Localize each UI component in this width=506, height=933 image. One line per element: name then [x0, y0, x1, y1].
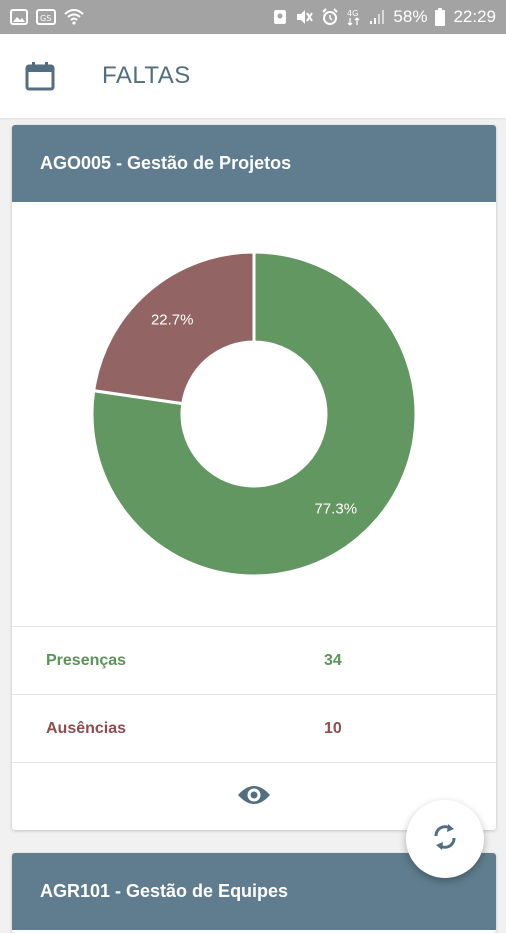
alarm-icon [321, 8, 339, 26]
slice-label: 22.7% [151, 311, 194, 328]
sync-icon [431, 822, 459, 857]
card-title: AGO005 - Gestão de Projetos [12, 125, 496, 202]
attendance-chart: 77.3% 22.7% [12, 202, 496, 626]
slice-label: 77.3% [315, 501, 358, 518]
donut-chart: 77.3% 22.7% [90, 250, 418, 578]
absences-value: 10 [324, 719, 342, 737]
calendar-icon[interactable] [24, 60, 56, 92]
absences-label: Ausências [46, 719, 127, 737]
app-bar: FALTAS [0, 34, 506, 118]
mute-icon [295, 9, 314, 25]
page-title: FALTAS [102, 62, 191, 89]
battery-icon [435, 8, 446, 26]
eye-icon[interactable] [237, 783, 271, 812]
donut-slice-presenas [90, 250, 418, 578]
presences-label: Presenças [46, 651, 127, 669]
svg-text:4G: 4G [347, 9, 358, 18]
donut-slice-ausncias [91, 250, 256, 406]
presences-row: Presenças 34 [12, 626, 496, 694]
battery-percent: 58% [393, 7, 428, 26]
presences-value: 34 [324, 651, 342, 669]
4g-icon: 4G [347, 8, 361, 26]
card-actions [12, 762, 496, 830]
refresh-button[interactable] [406, 800, 484, 878]
wifi-icon [64, 9, 84, 25]
image-icon [10, 9, 28, 25]
course-card: AGO005 - Gestão de Projetos 77.3% 22.7% P… [12, 125, 496, 830]
svg-text:GS: GS [40, 14, 51, 23]
status-bar: GS 4G 58% 22:29 [0, 0, 506, 34]
absences-row: Ausências 10 [12, 694, 496, 762]
signal-icon [369, 9, 385, 25]
profile-icon [273, 9, 287, 25]
cast-icon: GS [36, 9, 56, 25]
status-time: 22:29 [453, 7, 496, 26]
